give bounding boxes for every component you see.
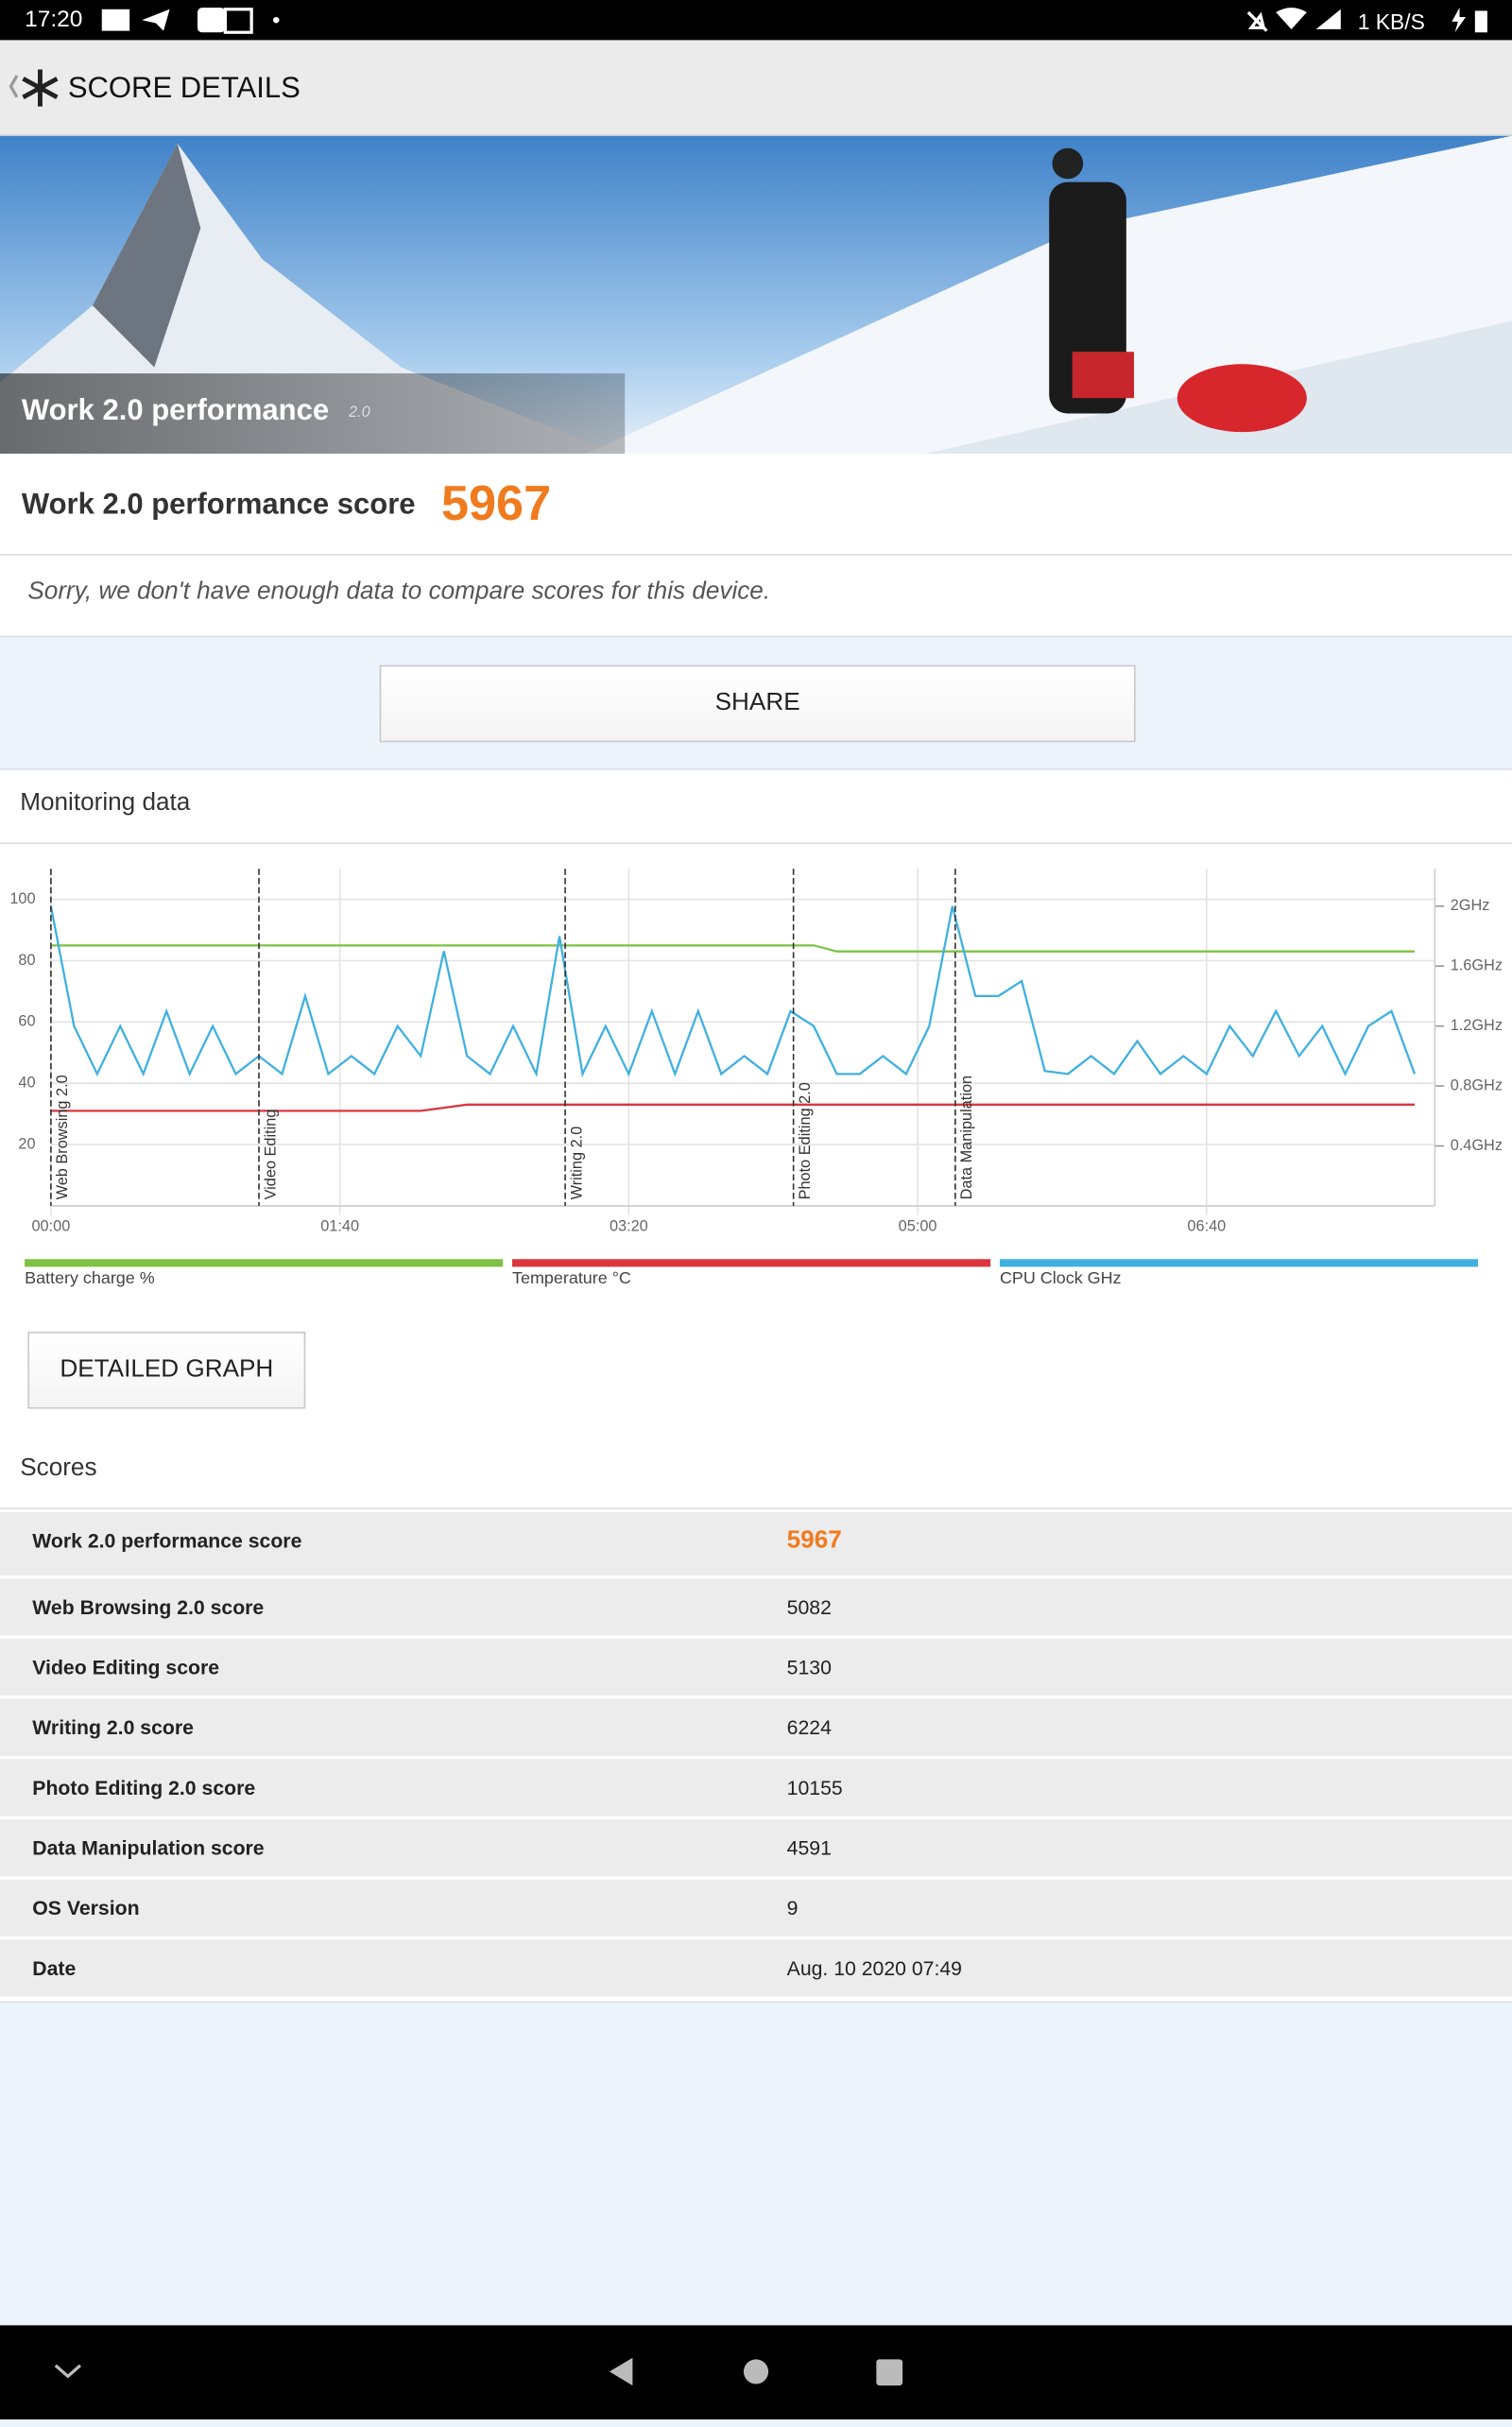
- app-bar: SCORE DETAILS: [0, 40, 1512, 136]
- plot-area: [50, 869, 1435, 1206]
- legend-label: Temperature °C: [512, 1268, 631, 1287]
- detailed-graph-button[interactable]: DETAILED GRAPH: [27, 1331, 306, 1409]
- row-label: Photo Editing 2.0 score: [32, 1776, 256, 1799]
- row-label: Web Browsing 2.0 score: [32, 1595, 265, 1619]
- row-label: Work 2.0 performance score: [32, 1528, 302, 1553]
- score-row: Data Manipulation score 4591: [0, 1818, 1512, 1877]
- divider: [0, 554, 1512, 556]
- score-value: 5967: [440, 474, 552, 531]
- x-tick-label: 03:20: [610, 1217, 648, 1234]
- page-title: SCORE DETAILS: [67, 72, 301, 106]
- series-line: [49, 905, 1417, 1078]
- row-label: Data Manipulation score: [32, 1835, 265, 1860]
- row-value: 4591: [786, 1835, 832, 1860]
- score-row: Photo Editing 2.0 score 10155: [0, 1759, 1512, 1816]
- score-row: Video Editing score 5130: [0, 1638, 1512, 1696]
- banner-overlay: [0, 373, 626, 455]
- y2-tick-label: 2GHz: [1451, 897, 1490, 914]
- row-label: Date: [32, 1956, 77, 1980]
- legend-swatch: [512, 1259, 991, 1267]
- y-tick-label: 20: [18, 1135, 35, 1152]
- x-tick-label: 06:40: [1187, 1217, 1226, 1234]
- share-button[interactable]: SHARE: [379, 664, 1136, 743]
- score-row: Work 2.0 performance score 5967: [0, 1512, 1512, 1575]
- y-tick-label: 60: [18, 1013, 35, 1030]
- banner-image: [0, 135, 1512, 455]
- nav-bar: [0, 2325, 1512, 2420]
- legend-swatch: [999, 1259, 1479, 1267]
- row-value: 5130: [786, 1655, 832, 1679]
- score-card: Work 2.0 performance score 5967 Sorry, w…: [0, 454, 1512, 638]
- system-icons: [1246, 8, 1341, 32]
- series-line: [50, 1103, 1415, 1112]
- y2-tick-label: 0.8GHz: [1451, 1076, 1503, 1093]
- phase-label: Data Manipulation: [958, 1076, 975, 1200]
- score-row: Writing 2.0 score 6224: [0, 1698, 1512, 1756]
- row-value: 10155: [786, 1776, 843, 1799]
- banner-version: 2.0: [348, 404, 370, 422]
- score-row: Web Browsing 2.0 score 5082: [0, 1578, 1512, 1636]
- monitoring-chart: 20 40 60 80 100 0.4GHz 0.8GHz 1.2GHz 1.6GHz 2GHz 0…: [9, 869, 1503, 1287]
- phase-label: Writing 2.0: [568, 1127, 585, 1200]
- y-tick-label: 80: [18, 952, 35, 969]
- legend-label: CPU Clock GHz: [1000, 1268, 1122, 1287]
- legend-swatch: [25, 1259, 504, 1267]
- y2-tick-label: 1.2GHz: [1451, 1017, 1503, 1034]
- clock: 17:20: [25, 6, 83, 33]
- score-note: Sorry, we don't have enough data to comp…: [27, 578, 771, 606]
- row-label: OS Version: [32, 1896, 140, 1920]
- x-tick-label: 01:40: [320, 1217, 359, 1234]
- battery-icon: [1452, 8, 1487, 33]
- score-label: Work 2.0 performance score: [21, 489, 416, 522]
- y2-tick-label: 0.4GHz: [1451, 1137, 1503, 1154]
- section-title: Scores: [20, 1454, 97, 1482]
- row-value: 9: [786, 1896, 799, 1920]
- banner-title: Work 2.0 performance: [21, 394, 330, 428]
- net-speed: 1 KB/S: [1357, 9, 1425, 34]
- score-row: OS Version 9: [0, 1879, 1512, 1936]
- y-tick-label: 100: [9, 890, 35, 907]
- section-title: Monitoring data: [20, 789, 191, 817]
- x-tick-label: 00:00: [31, 1217, 70, 1234]
- row-label: Video Editing score: [32, 1655, 220, 1679]
- y-tick-label: 40: [18, 1075, 35, 1092]
- banner: Work 2.0 performance 2.0: [0, 135, 1512, 455]
- score-row: Date Aug. 10 2020 07:49: [0, 1939, 1512, 1997]
- back-icon[interactable]: [3, 66, 61, 110]
- series-line: [50, 944, 1415, 953]
- row-value: 5082: [786, 1595, 832, 1619]
- divider: [0, 842, 1512, 845]
- notification-icons: [101, 8, 280, 34]
- phase-label: Web Browsing 2.0: [54, 1075, 71, 1199]
- row-value: Aug. 10 2020 07:49: [786, 1956, 962, 1980]
- x-tick-label: 05:00: [899, 1217, 937, 1234]
- row-value: 6224: [786, 1715, 832, 1740]
- row-value: 5967: [786, 1527, 842, 1555]
- legend-label: Battery charge %: [25, 1268, 155, 1287]
- y2-tick-label: 1.6GHz: [1451, 957, 1503, 974]
- row-label: Writing 2.0 score: [32, 1715, 194, 1740]
- status-bar: 17:20 1 KB/S: [0, 0, 1512, 41]
- phase-label: Video Editing: [262, 1110, 279, 1200]
- nav-icons: [54, 2357, 903, 2386]
- divider: [0, 1507, 1512, 1509]
- phase-label: Photo Editing 2.0: [797, 1082, 814, 1199]
